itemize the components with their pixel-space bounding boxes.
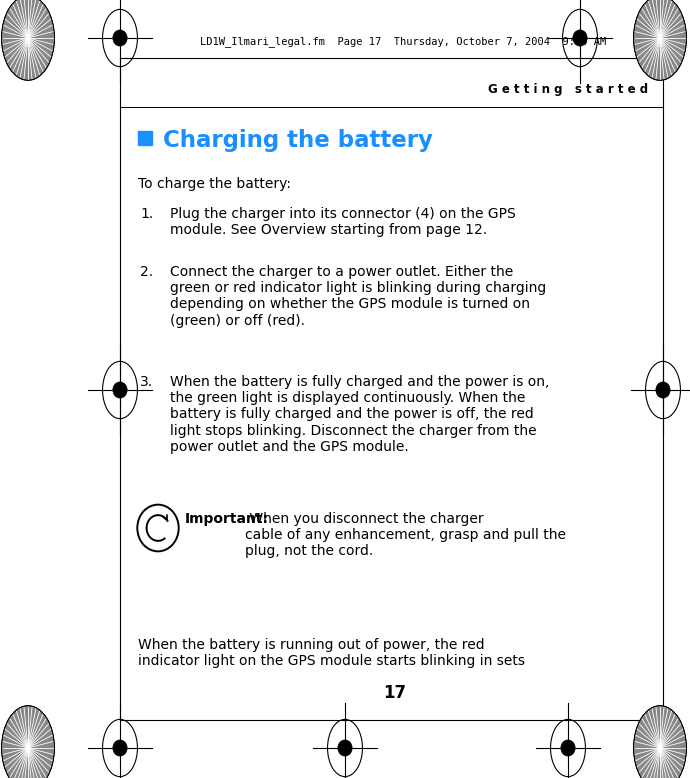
Circle shape	[113, 740, 127, 756]
Text: Connect the charger to a power outlet. Either the
green or red indicator light i: Connect the charger to a power outlet. E…	[170, 265, 546, 328]
Text: 3.: 3.	[140, 375, 153, 389]
Text: To charge the battery:: To charge the battery:	[138, 177, 291, 191]
Text: LD1W_Ilmari_legal.fm  Page 17  Thursday, October 7, 2004  9:50 AM: LD1W_Ilmari_legal.fm Page 17 Thursday, O…	[200, 37, 607, 47]
Text: G e t t i n g   s t a r t e d: G e t t i n g s t a r t e d	[488, 83, 648, 96]
Ellipse shape	[1, 0, 55, 80]
Text: 17: 17	[384, 684, 406, 702]
Ellipse shape	[633, 706, 687, 778]
Circle shape	[561, 740, 575, 756]
Text: When the battery is fully charged and the power is on,
the green light is displa: When the battery is fully charged and th…	[170, 375, 549, 454]
Circle shape	[656, 382, 670, 398]
Text: When you disconnect the charger
cable of any enhancement, grasp and pull the
plu: When you disconnect the charger cable of…	[245, 512, 566, 559]
Text: When the battery is running out of power, the red
indicator light on the GPS mod: When the battery is running out of power…	[138, 638, 525, 668]
Ellipse shape	[1, 706, 55, 778]
Text: Important:: Important:	[185, 512, 269, 526]
FancyBboxPatch shape	[138, 131, 152, 145]
Ellipse shape	[633, 0, 687, 80]
Text: 2.: 2.	[140, 265, 153, 279]
Circle shape	[573, 30, 587, 46]
Circle shape	[113, 30, 127, 46]
Circle shape	[338, 740, 352, 756]
Text: 1.: 1.	[140, 207, 153, 221]
Circle shape	[113, 382, 127, 398]
Text: Plug the charger into its connector (4) on the GPS
module. See Overview starting: Plug the charger into its connector (4) …	[170, 207, 515, 237]
Text: Charging the battery: Charging the battery	[163, 128, 433, 152]
